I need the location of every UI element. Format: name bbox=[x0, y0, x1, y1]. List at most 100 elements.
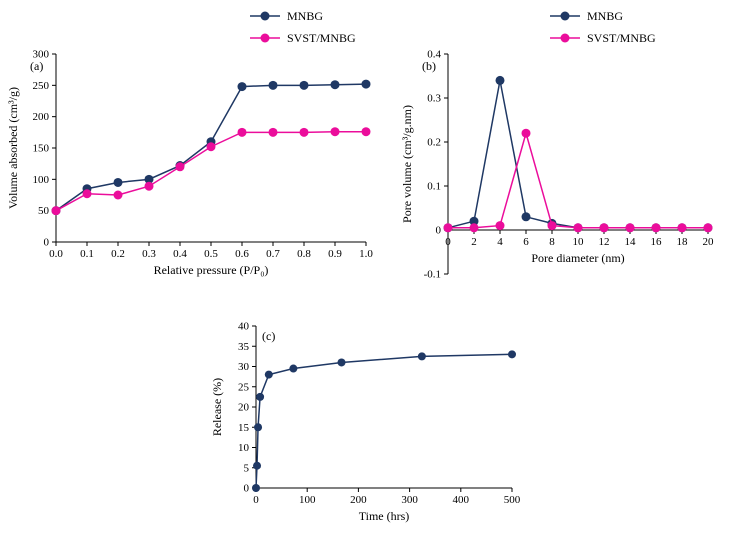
x-tick-label: 0.5 bbox=[204, 248, 218, 260]
data-point-marker bbox=[469, 223, 479, 233]
y-tick-label: 10 bbox=[238, 442, 250, 454]
data-point-marker bbox=[625, 223, 635, 233]
x-tick-label: 18 bbox=[677, 236, 689, 248]
y-tick-label: 200 bbox=[33, 111, 50, 123]
x-tick-label: 0.9 bbox=[328, 248, 342, 260]
data-point-marker bbox=[703, 223, 713, 233]
legend-marker bbox=[260, 11, 270, 21]
data-point-marker bbox=[144, 181, 154, 191]
legend-label: SVST/MNBG bbox=[587, 31, 656, 45]
data-point-marker bbox=[144, 174, 154, 184]
y-tick-label: 0.2 bbox=[427, 137, 441, 149]
x-tick-label: 12 bbox=[599, 236, 610, 248]
x-tick-label: 6 bbox=[523, 236, 529, 248]
data-point-marker bbox=[469, 216, 479, 226]
data-point-marker bbox=[443, 223, 453, 233]
y-tick-label: 35 bbox=[238, 341, 250, 353]
chart-svg: -0.1 0 0.1 0.2 0.3 0.4 0 2 4 6 8 10 12 14 16 18 20 Pore d… bbox=[400, 9, 714, 281]
x-tick-label: 16 bbox=[651, 236, 663, 248]
y-tick-label: 50 bbox=[38, 205, 50, 217]
x-axis-title: Time (hrs) bbox=[359, 509, 410, 523]
x-tick-label: 4 bbox=[497, 236, 503, 248]
data-point-marker bbox=[508, 350, 516, 359]
data-point-marker bbox=[573, 223, 583, 233]
y-tick-label: 40 bbox=[238, 321, 250, 333]
data-point-marker bbox=[268, 127, 278, 137]
panel-label: (b) bbox=[422, 59, 436, 73]
y-axis-title: Release (%) bbox=[210, 378, 224, 436]
x-tick-label: 0.7 bbox=[266, 248, 280, 260]
y-tick-label: 0 bbox=[436, 225, 442, 237]
data-point-marker bbox=[206, 142, 216, 152]
legend-label: SVST/MNBG bbox=[287, 31, 356, 45]
data-point-marker bbox=[253, 461, 262, 470]
chart-a-adsorption-isotherm: 0 50 100 150 200 250 300 0.0 0.1 0.2 0.3 0.4 0.5 0.6 0… bbox=[4, 2, 382, 292]
x-tick-label: 0.2 bbox=[111, 248, 125, 260]
series-line bbox=[447, 80, 708, 229]
y-tick-label: 300 bbox=[33, 49, 50, 61]
chart-b-pore-size-distribution: -0.1 0 0.1 0.2 0.3 0.4 0 2 4 6 8 10 12 14 16 18 20 Pore d… bbox=[398, 2, 724, 292]
x-tick-label: 1.0 bbox=[359, 248, 373, 260]
y-tick-label: 250 bbox=[33, 80, 50, 92]
data-point-marker bbox=[237, 82, 247, 92]
y-tick-label: 0 bbox=[44, 237, 50, 249]
x-tick-label: 0.8 bbox=[297, 248, 311, 260]
data-point-marker bbox=[417, 352, 426, 361]
legend-label: MNBG bbox=[287, 9, 323, 23]
data-point-marker bbox=[599, 223, 609, 233]
panel-label: (a) bbox=[30, 59, 43, 73]
x-tick-label: 0.1 bbox=[80, 248, 94, 260]
data-point-marker bbox=[256, 392, 265, 401]
x-tick-label: 0 bbox=[445, 236, 451, 248]
x-tick-label: 0.3 bbox=[142, 248, 156, 260]
y-axis-title: Volume absorbed (cm³/g) bbox=[6, 87, 20, 209]
data-point-marker bbox=[254, 423, 263, 432]
x-tick-label: 500 bbox=[504, 494, 521, 506]
y-axis-title: Pore volume (cm³/g.nm) bbox=[400, 105, 414, 223]
data-point-marker bbox=[337, 358, 346, 367]
data-point-marker bbox=[651, 223, 661, 233]
x-tick-label: 10 bbox=[573, 236, 585, 248]
x-tick-label: 0.6 bbox=[235, 248, 249, 260]
y-tick-label: -0.1 bbox=[424, 269, 441, 281]
x-tick-label: 200 bbox=[350, 494, 367, 506]
y-tick-label: 0.3 bbox=[427, 93, 441, 105]
x-tick-label: 400 bbox=[453, 494, 470, 506]
data-point-marker bbox=[361, 127, 371, 137]
data-point-marker bbox=[521, 128, 531, 138]
y-tick-label: 150 bbox=[33, 143, 50, 155]
legend-marker bbox=[560, 11, 570, 21]
chart-svg: 0 50 100 150 200 250 300 0.0 0.1 0.2 0.3 0.4 0.5 0.6 0… bbox=[6, 9, 373, 277]
y-tick-label: 20 bbox=[238, 402, 250, 414]
data-point-marker bbox=[299, 127, 309, 137]
y-tick-label: 30 bbox=[238, 361, 250, 373]
x-tick-label: 8 bbox=[549, 236, 555, 248]
y-tick-label: 15 bbox=[238, 422, 250, 434]
data-point-marker bbox=[299, 80, 309, 90]
data-point-marker bbox=[113, 190, 123, 200]
legend-label: MNBG bbox=[587, 9, 623, 23]
data-point-marker bbox=[330, 80, 340, 90]
x-axis-title: Relative pressure (P/P₀) bbox=[154, 263, 269, 277]
x-axis-title: Pore diameter (nm) bbox=[531, 251, 624, 265]
data-point-marker bbox=[361, 79, 371, 89]
data-point-marker bbox=[495, 75, 505, 85]
chart-c-drug-release: 0 5 10 15 20 25 30 35 40 0 100 200 300 400 500 Time (hr… bbox=[208, 314, 530, 538]
y-tick-label: 0 bbox=[244, 483, 250, 495]
x-tick-label: 0 bbox=[253, 494, 259, 506]
data-point-marker bbox=[495, 221, 505, 231]
data-point-marker bbox=[175, 162, 185, 172]
legend-marker bbox=[560, 33, 570, 43]
data-point-marker bbox=[268, 80, 278, 90]
y-tick-label: 5 bbox=[244, 462, 250, 474]
data-point-marker bbox=[237, 127, 247, 137]
data-point-marker bbox=[547, 221, 557, 231]
x-tick-label: 0.0 bbox=[49, 248, 63, 260]
data-point-marker bbox=[82, 189, 92, 199]
y-tick-label: 25 bbox=[238, 381, 250, 393]
legend-marker bbox=[260, 33, 270, 43]
x-tick-label: 100 bbox=[299, 494, 316, 506]
data-point-marker bbox=[289, 364, 298, 373]
